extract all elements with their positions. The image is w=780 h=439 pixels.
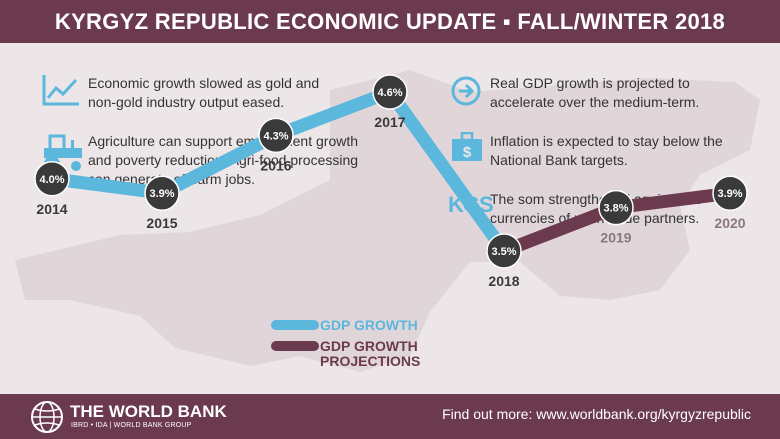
header-title: KYRGYZ REPUBLIC ECONOMIC UPDATE ▪ FALL/W…	[54, 8, 726, 34]
data-label-2017: 4.6%	[377, 87, 402, 99]
data-point-2019	[598, 189, 634, 226]
header-bar: KYRGYZ REPUBLIC ECONOMIC UPDATE ▪ FALL/W…	[0, 0, 780, 43]
data-label-2020: 3.9%	[717, 188, 742, 200]
line-chart-icon	[42, 75, 79, 106]
legend-label-actual: GDP GROWTH	[320, 317, 418, 333]
fact-growth-slowed: Economic growth slowed as gold and non-g…	[88, 75, 320, 110]
legend-label-projection-line2: PROJECTIONS	[320, 353, 420, 369]
x-tick-label-2017: 2017	[374, 114, 405, 130]
arrow-right-circle-icon	[451, 76, 481, 106]
x-tick-label-2019: 2019	[600, 230, 631, 246]
org-name: THE WORLD BANK	[70, 402, 227, 421]
data-point-2017	[372, 74, 408, 110]
fact-inflation: Inflation is expected to stay below the …	[490, 133, 723, 168]
svg-text:$: $	[463, 144, 472, 161]
data-point-2015	[144, 175, 180, 211]
data-point-2014	[34, 161, 70, 197]
data-point-2016	[258, 117, 294, 154]
x-tick-label-2016: 2016	[260, 157, 291, 173]
x-tick-label-2020: 2020	[714, 215, 745, 231]
data-label-2018: 3.5%	[491, 246, 516, 258]
legend-label-projection-line1: GDP GROWTH	[320, 338, 418, 354]
fact-gdp-projected: Real GDP growth is projected to accelera…	[490, 75, 700, 110]
chart-markers: 4.0% 2014 3.9% 2015 4.3% 2016 4.6% 2017 3.5% 2018…	[34, 74, 748, 289]
find-out-more-link[interactable]: Find out more: www.worldbank.org/kyrgyzr…	[442, 406, 751, 422]
footer-bar	[0, 394, 780, 439]
legend-label-projection: GDP GROWTH PROJECTIONS	[320, 338, 422, 369]
x-tick-label-2015: 2015	[146, 215, 177, 231]
x-tick-label-2014: 2014	[36, 201, 67, 217]
data-point-2020	[712, 175, 748, 211]
x-tick-label-2018: 2018	[488, 273, 519, 289]
data-label-2014: 4.0%	[39, 174, 64, 186]
briefcase-dollar-icon: $	[452, 132, 482, 161]
data-label-2015: 3.9%	[149, 188, 174, 200]
data-point-2018	[486, 233, 522, 269]
org-subtitle: IBRD • IDA | WORLD BANK GROUP	[71, 422, 192, 429]
data-label-2016: 4.3%	[263, 130, 288, 142]
chart-legend: GDP GROWTH GDP GROWTH PROJECTIONS	[271, 317, 422, 369]
world-bank-globe-icon	[31, 401, 63, 433]
data-label-2019: 3.8%	[603, 203, 628, 215]
